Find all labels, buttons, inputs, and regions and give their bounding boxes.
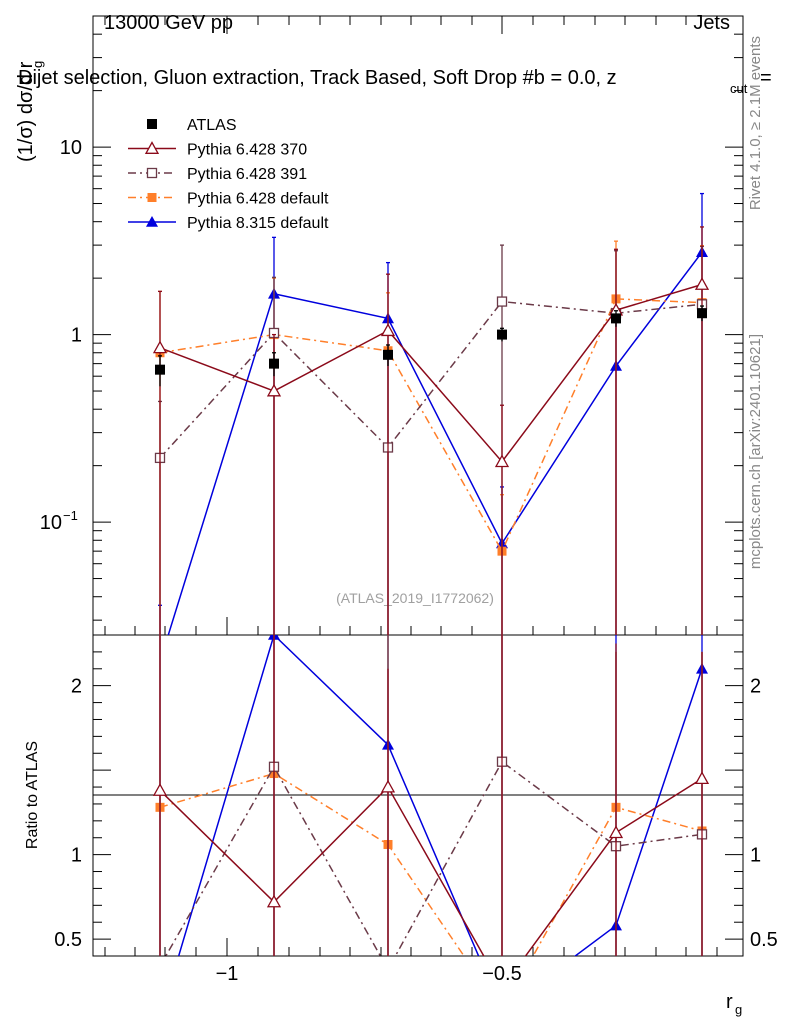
main-series-layer — [152, 192, 710, 635]
ratio-y-axis-label: Ratio to ATLAS — [24, 741, 41, 849]
marker-p6_370 — [380, 323, 396, 337]
legend-item-atlas: ATLAS — [147, 117, 237, 134]
mcplots-label: mcplots.cern.ch [arXiv:2401.10621] — [747, 334, 764, 569]
legend-marker-atlas — [147, 119, 157, 129]
ratio-marker-p6_370 — [152, 783, 168, 796]
ratio-line-p6_370 — [159, 777, 703, 956]
marker-p6_370 — [694, 277, 710, 290]
ratio-marker-p6_370 — [266, 894, 282, 908]
legend-label-p6_370: Pythia 6.428 370 — [187, 142, 307, 159]
series-p8_default — [158, 192, 708, 635]
ratio-series-p6_370 — [152, 635, 710, 956]
x-axis-ticks: −1 −0.5 — [104, 16, 718, 985]
line-p6_default — [159, 298, 703, 553]
marker-atlas — [155, 364, 165, 375]
analysis-id: (ATLAS_2019_I1772062) — [336, 590, 494, 606]
legend-label-p8_default: Pythia 8.315 default — [187, 215, 329, 232]
legend-marker-p6_default — [147, 193, 157, 202]
marker-atlas — [269, 358, 279, 369]
marker-p6_370 — [266, 383, 282, 397]
plot-title-subscript: cut — [730, 81, 748, 96]
ratio-y-tick-label: 2 — [71, 676, 82, 698]
series-atlas — [155, 305, 707, 387]
energy-label: 13000 GeV pp — [104, 12, 233, 34]
legend-marker-p8_default — [146, 216, 158, 227]
ratio-y-tick-label-right: 0.5 — [750, 929, 778, 951]
ratio-y-tick-label: 1 — [71, 845, 82, 867]
main-y-tick-label: 1 — [71, 325, 82, 347]
x-tick-label: −1 — [216, 963, 239, 985]
marker-atlas — [383, 349, 393, 360]
legend-marker-p6_370 — [144, 141, 160, 154]
marker-atlas — [497, 329, 507, 340]
main-y-tick-label-exponent: −1 — [63, 508, 78, 523]
line-p6_370 — [159, 283, 703, 463]
ratio-line-p6_391 — [164, 760, 703, 956]
x-axis-label: r — [726, 991, 733, 1013]
series-p6_391 — [154, 244, 708, 635]
main-plot-frame — [92, 15, 744, 636]
legend: ATLAS Pythia 6.428 370 Pythia 6.428 391 Pyt… — [128, 117, 329, 232]
legend-label-p6_default: Pythia 6.428 default — [187, 191, 329, 208]
marker-atlas — [697, 308, 707, 319]
ratio-series-p8_default — [159, 635, 708, 956]
marker-atlas — [611, 313, 621, 324]
legend-item-p6_370: Pythia 6.428 370 — [128, 141, 307, 159]
main-y-tick-label: 10 — [60, 137, 82, 159]
ratio-line-p6_default — [159, 772, 703, 956]
x-tick-label: −0.5 — [482, 963, 521, 985]
legend-item-p6_391: Pythia 6.428 391 — [128, 166, 307, 183]
ratio-marker-p6_370 — [694, 771, 710, 785]
x-axis-label-subscript: g — [735, 1002, 742, 1017]
marker-p6_370 — [152, 340, 168, 354]
plot-title-tail: = — [760, 67, 772, 89]
main-y-tick-label: 10 — [40, 512, 62, 534]
main-y-axis-label-subscript: g — [30, 61, 45, 68]
main-y-axis-label: (1/σ) dσ/d r — [15, 61, 37, 162]
series-p6_370 — [152, 226, 710, 635]
series-p6_default — [155, 240, 707, 635]
legend-label-atlas: ATLAS — [187, 117, 237, 134]
marker-p6_391 — [496, 296, 508, 307]
rivet-label: Rivet 4.1.0, ≥ 2.1M events — [747, 36, 764, 210]
ratio-line-p8_default — [177, 635, 703, 956]
ratio-series-layer — [152, 635, 710, 956]
ratio-axis-ticks: 2 2 1 1 0.5 0.5 — [54, 634, 778, 957]
process-label: Jets — [693, 12, 730, 34]
legend-marker-p6_391 — [146, 167, 158, 179]
ratio-y-tick-label-right: 2 — [750, 676, 761, 698]
legend-item-p6_default: Pythia 6.428 default — [128, 191, 329, 208]
ratio-marker-p6_370 — [380, 779, 396, 793]
plot-title: Dijet selection, Gluon extraction, Track… — [18, 67, 617, 89]
ratio-series-p6_default — [155, 635, 707, 956]
legend-item-p8_default: Pythia 8.315 default — [128, 215, 329, 232]
line-p8_default — [167, 251, 703, 635]
ratio-marker-p6_370 — [608, 825, 624, 839]
ratio-y-tick-label: 0.5 — [54, 929, 82, 951]
legend-label-p6_391: Pythia 6.428 391 — [187, 166, 307, 183]
marker-p6_370 — [494, 454, 510, 468]
ratio-y-tick-label-right: 1 — [750, 845, 761, 867]
ratio-series-p6_391 — [159, 635, 708, 956]
